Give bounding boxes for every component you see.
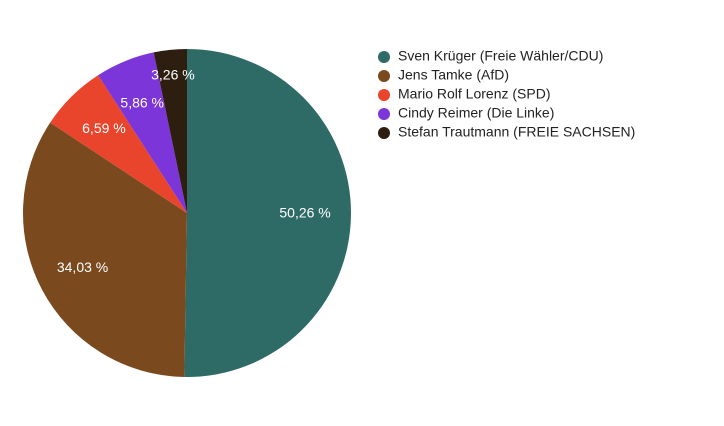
legend-marker — [378, 89, 390, 101]
legend-marker — [378, 51, 390, 63]
legend-label: Mario Rolf Lorenz (SPD) — [398, 86, 551, 102]
slice-label: 50,26 % — [279, 205, 330, 221]
pie-slice — [50, 75, 187, 213]
legend-marker — [378, 70, 390, 82]
pie-slice — [98, 52, 187, 213]
slice-label: 6,59 % — [82, 120, 126, 136]
legend-label: Stefan Trautmann (FREIE SACHSEN) — [398, 124, 635, 140]
legend-label: Sven Krüger (Freie Wähler/CDU) — [398, 48, 603, 64]
slice-label: 3,26 % — [151, 67, 195, 83]
legend-marker — [378, 127, 390, 139]
legend-label: Cindy Reimer (Die Linke) — [398, 105, 554, 121]
legend-label: Jens Tamke (AfD) — [398, 67, 509, 83]
legend-marker — [378, 108, 390, 120]
pie-slice — [23, 122, 187, 377]
slice-label: 5,86 % — [120, 94, 164, 110]
pie-slice — [153, 49, 187, 213]
slice-label: 34,03 % — [57, 259, 108, 275]
pie-slice — [184, 49, 352, 378]
